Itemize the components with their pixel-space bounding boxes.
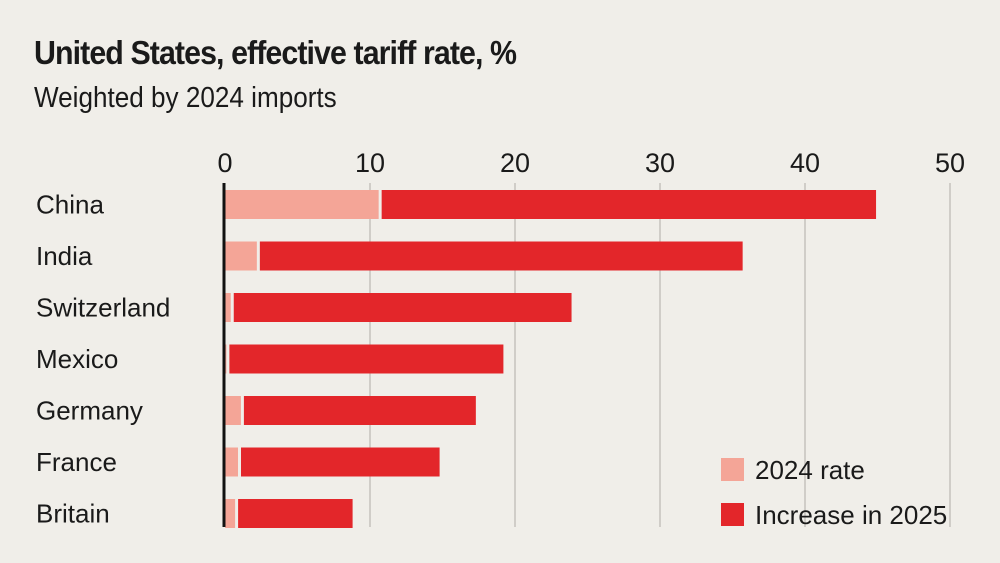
category-label: France [36, 447, 117, 477]
category-label: Germany [36, 396, 143, 426]
bar-increase-2025 [233, 293, 572, 322]
category-label: Britain [36, 499, 110, 529]
chart-subtitle: Weighted by 2024 imports [34, 82, 337, 114]
bar-increase-2025 [243, 396, 476, 425]
category-label: India [36, 241, 93, 271]
legend-label: Increase in 2025 [755, 500, 947, 530]
bar-2024-rate [225, 293, 231, 322]
legend-swatch [721, 458, 744, 481]
category-label: Mexico [36, 344, 118, 374]
chart-title: United States, effective tariff rate, % [34, 34, 517, 71]
x-tick-label: 40 [790, 148, 820, 178]
bar-2024-rate [225, 344, 227, 374]
category-label: China [36, 190, 104, 220]
bar-increase-2025 [381, 190, 877, 219]
x-tick-label: 10 [355, 148, 385, 178]
bar-increase-2025 [241, 447, 440, 477]
bar-2024-rate [225, 447, 238, 477]
x-tick-label: 50 [935, 148, 965, 178]
x-tick-label: 20 [500, 148, 530, 178]
category-label: Switzerland [36, 293, 170, 323]
x-tick-label: 30 [645, 148, 675, 178]
bar-2024-rate [225, 396, 241, 425]
bar-increase-2025 [238, 499, 353, 528]
legend-label: 2024 rate [755, 455, 865, 485]
bar-increase-2025 [259, 241, 743, 271]
bar-2024-rate [225, 241, 257, 271]
legend-swatch [721, 503, 744, 526]
bar-2024-rate [225, 190, 379, 219]
bar-increase-2025 [229, 344, 504, 374]
x-tick-label: 0 [217, 148, 232, 178]
bar-2024-rate [225, 499, 236, 528]
